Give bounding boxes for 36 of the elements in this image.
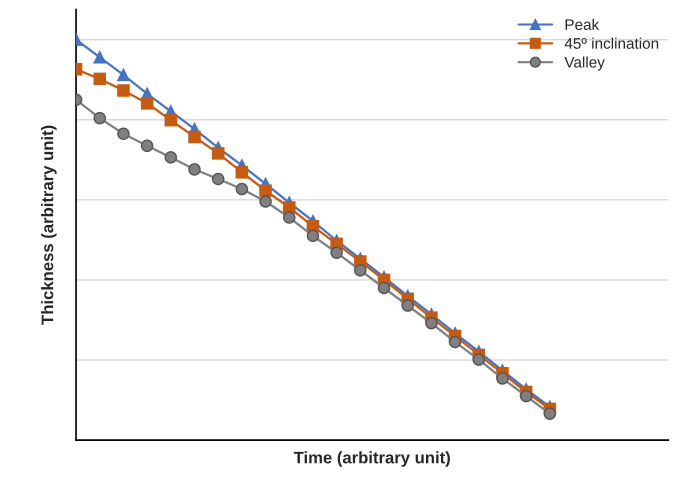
legend-label: Peak xyxy=(566,18,600,30)
point xyxy=(283,201,296,214)
point xyxy=(330,246,343,259)
x-axis-title: Time (arbitrary unit) xyxy=(294,451,450,467)
point xyxy=(117,128,130,140)
point xyxy=(117,84,130,97)
point xyxy=(283,211,296,224)
y-axis-title: Thickness (arbitrary unit) xyxy=(41,126,57,325)
point xyxy=(472,353,486,366)
point xyxy=(93,112,106,124)
point xyxy=(236,166,248,178)
point xyxy=(520,390,532,402)
point xyxy=(93,51,106,64)
point xyxy=(212,147,224,160)
point xyxy=(164,114,178,126)
point xyxy=(259,184,272,197)
point xyxy=(378,282,390,294)
point xyxy=(140,97,154,110)
point xyxy=(401,299,414,312)
point xyxy=(425,316,438,330)
point xyxy=(188,130,201,144)
point xyxy=(93,72,106,86)
point xyxy=(354,264,367,277)
point xyxy=(140,140,154,152)
legend-label: Valley xyxy=(564,56,605,71)
point xyxy=(164,151,178,164)
legend-label: 45º inclination xyxy=(564,38,658,49)
point xyxy=(212,172,224,186)
point xyxy=(117,68,130,82)
point xyxy=(306,230,320,242)
point xyxy=(544,407,556,420)
point xyxy=(188,163,201,176)
point xyxy=(448,336,462,348)
point xyxy=(236,182,248,196)
point xyxy=(496,372,509,385)
point xyxy=(259,195,272,208)
